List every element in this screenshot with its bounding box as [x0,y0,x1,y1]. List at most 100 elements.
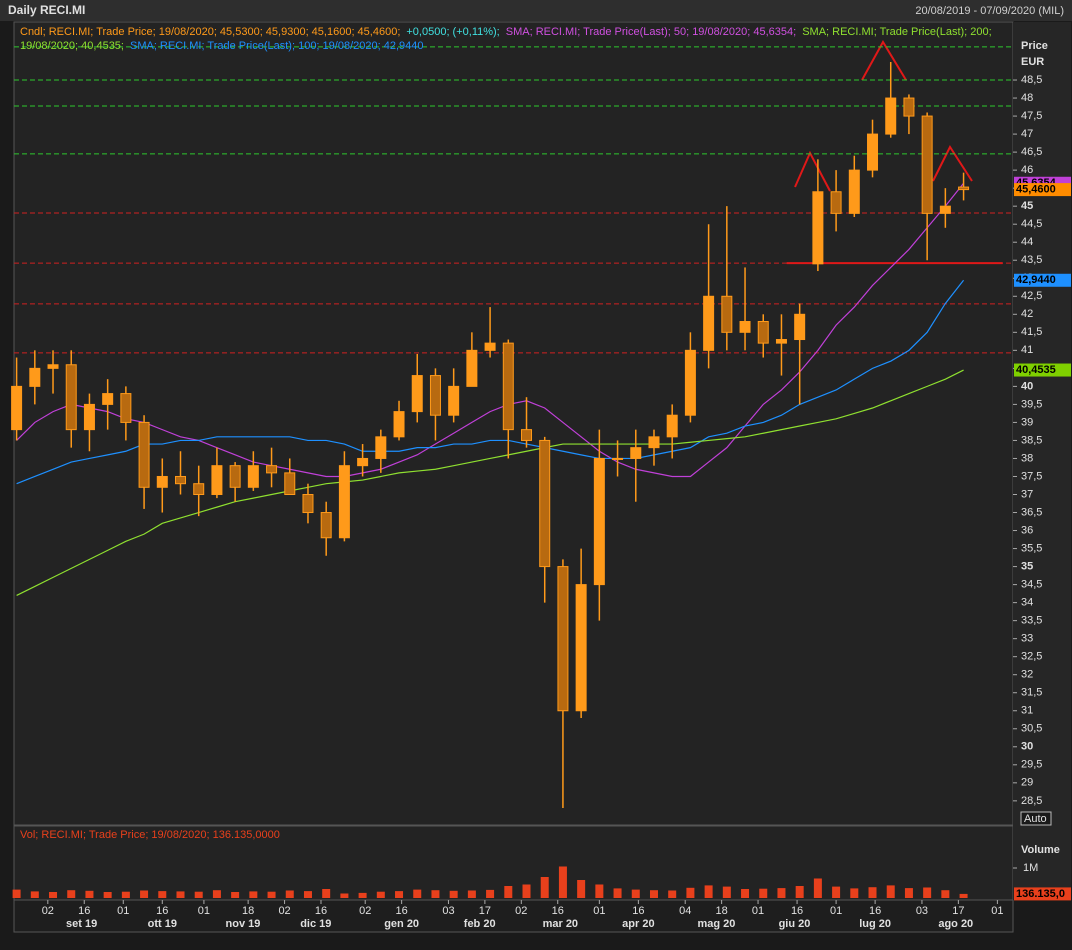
candle-body [175,475,186,485]
volume-bar [558,866,567,898]
candle-body [448,385,460,416]
month-label: set 19 [66,918,97,930]
y-tick-label: 35 [1021,560,1033,572]
candle-body [757,321,769,344]
candle-body [357,457,369,467]
candle-body [939,205,951,214]
y-tick-label: 37,5 [1021,470,1042,482]
volume-bar [212,890,221,898]
month-label: lug 20 [859,918,891,930]
volume-bar [522,884,531,898]
x-tick-label: 01 [830,905,842,917]
volume-bar [121,891,130,898]
y-axis-title: Price [1021,40,1048,52]
candle-body [193,483,205,496]
x-tick-label: 01 [117,905,129,917]
candle-body [867,133,879,171]
legend-entry: Cndl; RECI.MI; Trade Price; 19/08/2020; … [20,26,401,38]
volume-bar [140,890,149,898]
candle-body [557,566,569,712]
header-bar [0,0,1072,21]
y-tick-label: 48 [1021,92,1033,104]
candle-body [794,313,806,341]
volume-title: Vol; RECI.MI; Trade Price; 19/08/2020; 1… [20,829,280,841]
candle-body [338,465,350,539]
price-tag [1014,363,1071,377]
y-tick-label: 40 [1021,380,1033,392]
volume-bar [103,892,112,898]
x-tick-label: 02 [42,905,54,917]
y-tick-label: 36 [1021,524,1033,536]
volume-bar [777,888,786,898]
volume-bar [941,890,950,898]
y-tick-label: 37 [1021,488,1033,500]
volume-bar [759,888,768,898]
chart-title: Daily RECI.MI [8,3,85,17]
volume-bar [267,891,276,898]
volume-bar [722,886,731,898]
legend-entry: SMA; RECI.MI; Trade Price(Last); 100; 19… [129,40,424,52]
volume-bar [67,890,76,898]
candle-body [320,512,332,539]
price-tag-label: 45,4600 [1016,183,1056,195]
legend-entry: +0,0500; (+0,11%); [406,26,500,38]
x-tick-label: 18 [716,905,728,917]
y-tick-label: 35,5 [1021,542,1042,554]
y-axis-panel [1013,22,1071,900]
x-tick-label: 03 [916,905,928,917]
volume-bar [741,889,750,898]
volume-bar [923,887,932,898]
price-tag-label: 42,9440 [1016,274,1056,286]
price-tag [1014,273,1071,287]
month-label: apr 20 [622,918,654,930]
volume-bar [85,890,94,898]
candle-body [429,375,441,416]
volume-bar [886,885,895,898]
y-tick-label: 29,5 [1021,759,1042,771]
auto-label: Auto [1024,813,1047,825]
month-label: nov 19 [226,918,261,930]
candle-body [739,321,751,333]
volume-tag-label: 136.135,0 [1016,888,1065,900]
y-tick-label: 42 [1021,308,1033,320]
x-tick-label: 16 [791,905,803,917]
volume-bar [231,892,240,898]
month-label: mar 20 [543,918,578,930]
x-tick-label: 16 [632,905,644,917]
volume-bar [449,890,458,898]
x-tick-label: 16 [156,905,168,917]
volume-bar [959,893,968,898]
volume-bar [668,890,677,898]
volume-bar [322,889,331,898]
x-tick-label: 04 [679,905,691,917]
volume-bar [504,886,513,898]
y-tick-label: 48,5 [1021,74,1042,86]
legend-entry: SMA; RECI.MI; Trade Price(Last); 50; 19/… [505,26,797,38]
y-tick-label: 45 [1021,200,1033,212]
volume-bar [194,891,203,898]
y-tick-label: 33,5 [1021,615,1042,627]
volume-bar [431,890,440,898]
candle-body [11,385,23,431]
candle-body [612,457,624,460]
volume-bar [340,893,349,898]
candle-body [593,457,605,586]
month-label: mag 20 [697,918,735,930]
candle-body [666,414,678,438]
y-tick-label: 30,5 [1021,723,1042,735]
y-tick-label: 32 [1021,669,1033,681]
candle-body [684,349,696,416]
candle-body [484,342,496,351]
x-tick-label: 01 [991,905,1003,917]
volume-bar [30,891,39,898]
y-axis-unit: EUR [1021,56,1044,68]
auto-button[interactable] [1020,811,1052,826]
y-tick-label: 38,5 [1021,434,1042,446]
y-tick-label: 30 [1021,741,1033,753]
month-label: giu 20 [779,918,811,930]
y-tick-label: 46,5 [1021,146,1042,158]
x-tick-label: 02 [359,905,371,917]
volume-bar [649,890,658,898]
